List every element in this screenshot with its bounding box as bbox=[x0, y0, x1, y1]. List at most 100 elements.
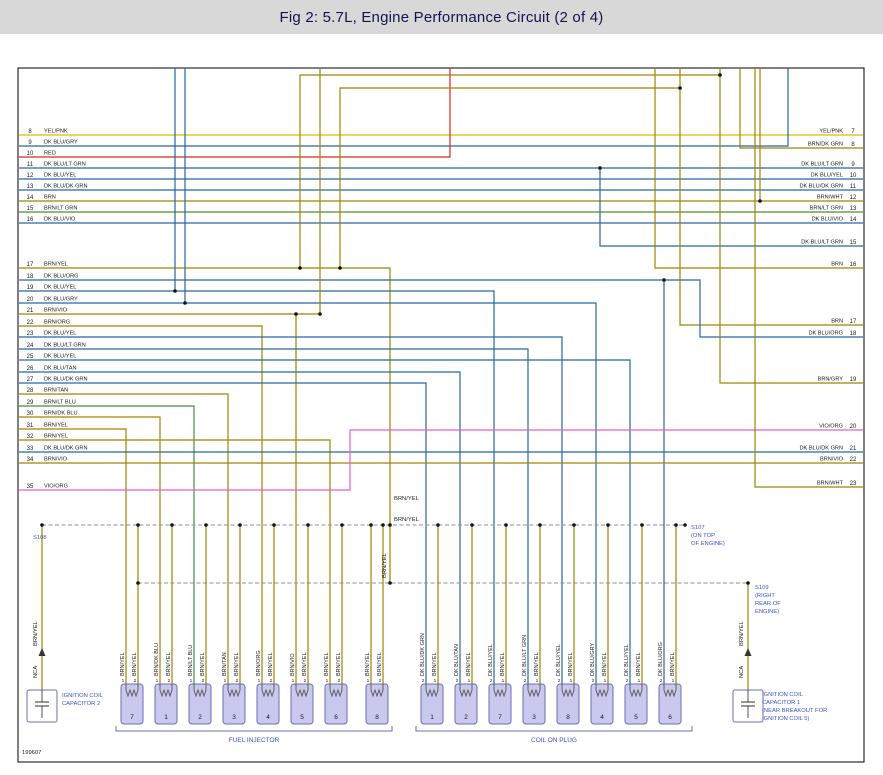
connector-wire-label: BRN/YEL bbox=[365, 652, 371, 676]
connector-coil-on-plug-3 bbox=[522, 683, 546, 725]
left-pin-wire-label: BRN/VIO bbox=[44, 308, 68, 314]
bus-wire-label-2: BRN/YEL bbox=[394, 517, 420, 523]
junction-dot bbox=[678, 86, 682, 90]
connector-number: 4 bbox=[600, 714, 604, 721]
connector-pin-number: 2 bbox=[660, 678, 663, 684]
connector-number: 6 bbox=[668, 714, 672, 721]
right-pin-number: 22 bbox=[850, 457, 857, 463]
connector-wire-label: BRN/YEL bbox=[336, 652, 342, 676]
connector-pin-number: 1 bbox=[570, 678, 573, 684]
connector-number: 4 bbox=[266, 714, 270, 721]
left-pin-wire-label: DK BLU/LT GRN bbox=[44, 162, 86, 168]
connector-wire-label: BRN/ORG bbox=[256, 650, 262, 676]
left-pin-wire-label: DK BLU/YEL bbox=[44, 285, 76, 291]
connector-pin-number: 2 bbox=[236, 678, 239, 684]
group-bracket bbox=[415, 726, 693, 732]
left-pin-wire-label: BRN/LT BLU bbox=[44, 400, 76, 406]
coil-winding-symbol bbox=[159, 684, 173, 698]
coil-winding-symbol bbox=[370, 684, 384, 698]
left-pin-number: 16 bbox=[27, 217, 34, 223]
connector-wire-label: BRN/LT BLU bbox=[188, 645, 194, 676]
direction-arrow-icon bbox=[744, 648, 752, 656]
connector-wire-label: BRN/YEL bbox=[602, 652, 608, 676]
wire-brn-org-22 bbox=[19, 325, 263, 684]
capacitor-label: CAPACITOR 2 bbox=[62, 701, 100, 707]
connector-pin-number: 1 bbox=[156, 678, 159, 684]
connector-number: 5 bbox=[300, 714, 304, 721]
connector-number: 7 bbox=[130, 714, 134, 721]
left-pin-wire-label: DK BLU/LT GRN bbox=[44, 343, 86, 349]
connector-coil-on-plug-1 bbox=[420, 683, 444, 725]
left-pin-wire-label: BRN/ORG bbox=[44, 320, 70, 326]
left-pin-wire-label: BRN/YEL bbox=[44, 262, 68, 268]
wire-brn-yel-31 bbox=[19, 428, 127, 684]
junction-dot bbox=[640, 523, 644, 527]
wire-brn-yel-17 bbox=[19, 267, 391, 583]
left-pin-number: 20 bbox=[27, 297, 34, 303]
connector-number: 6 bbox=[334, 714, 338, 721]
connector-wire-label: BRN/YEL bbox=[120, 652, 126, 676]
right-pin-wire-label: DK BLU/YEL bbox=[811, 173, 843, 179]
left-pin-number: 18 bbox=[27, 274, 34, 280]
connector-wire-label: DK BLU/YEL bbox=[488, 644, 494, 676]
left-pin-number: 32 bbox=[27, 434, 34, 440]
splice-s107-label: S107 bbox=[691, 525, 705, 531]
left-pin-wire-label: VIO/ORG bbox=[44, 484, 68, 490]
left-pin-number: 25 bbox=[27, 354, 34, 360]
junction-dot bbox=[318, 312, 322, 316]
connector-wire-label: BRN/YEL bbox=[432, 652, 438, 676]
connector-fuel-injector-8 bbox=[365, 683, 389, 725]
connector-wire-label: DK BLU/YEL bbox=[556, 644, 562, 676]
right-pin-wire-label: BRN bbox=[831, 262, 843, 268]
junction-dot bbox=[381, 523, 385, 527]
junction-dot bbox=[572, 523, 576, 527]
left-pin-wire-label: BRN/LT GRN bbox=[44, 206, 77, 212]
right-pin-number: 20 bbox=[850, 424, 857, 430]
junction-dot bbox=[718, 73, 722, 77]
wire-brn-wht-r23 bbox=[754, 68, 863, 488]
connector-number: 8 bbox=[566, 714, 570, 721]
left-pin-number: 13 bbox=[27, 184, 34, 190]
connector-coil-on-plug-2 bbox=[454, 683, 478, 725]
connector-wire-label: BRN/YEL bbox=[302, 652, 308, 676]
left-pin-wire-label: YEL/PNK bbox=[44, 129, 68, 135]
right-pin-number: 19 bbox=[850, 377, 857, 383]
coil-winding-symbol bbox=[561, 684, 575, 698]
connector-wire-label: BRN/DK BLU bbox=[154, 643, 160, 676]
diagram-border bbox=[17, 67, 865, 763]
junction-dot bbox=[340, 523, 344, 527]
coil-winding-symbol bbox=[261, 684, 275, 698]
connector-pin-number: 1 bbox=[434, 678, 437, 684]
capacitor-label: IGNITION COIL bbox=[762, 692, 804, 698]
junction-dot bbox=[369, 523, 373, 527]
connector-group-label: COIL ON PLUG bbox=[531, 737, 577, 744]
left-pin-number: 29 bbox=[27, 400, 34, 406]
junction-dot bbox=[294, 312, 298, 316]
junction-dot bbox=[272, 523, 276, 527]
right-pin-wire-label: DK BLU/LT GRN bbox=[801, 162, 843, 168]
left-pin-number: 24 bbox=[27, 343, 34, 349]
connector-fuel-injector-7 bbox=[120, 683, 144, 725]
connector-wire-label: DK BLU/TAN bbox=[454, 644, 460, 676]
left-pin-number: 33 bbox=[27, 446, 34, 452]
left-pin-wire-label: DK BLU/DK GRN bbox=[44, 184, 88, 190]
left-pin-number: 26 bbox=[27, 366, 34, 372]
connector-wire-label: BRN/YEL bbox=[568, 652, 574, 676]
left-pin-number: 9 bbox=[28, 140, 32, 146]
connector-pin-number: 1 bbox=[292, 678, 295, 684]
connector-wire-label: BRN/YEL bbox=[200, 652, 206, 676]
left-pin-wire-label: BRN/DK BLU bbox=[44, 411, 78, 417]
connector-pin-number: 1 bbox=[604, 678, 607, 684]
connector-number: 1 bbox=[430, 714, 434, 721]
left-pin-wire-label: DK BLU/DK GRN bbox=[44, 377, 88, 383]
connector-number: 3 bbox=[532, 714, 536, 721]
splice-s108-label: S108 bbox=[33, 535, 47, 541]
coil-winding-symbol bbox=[329, 684, 343, 698]
diagram-number: 199607 bbox=[22, 750, 41, 756]
left-pin-wire-label: DK BLU/DK GRN bbox=[44, 446, 88, 452]
wire-top-run-1 bbox=[299, 74, 720, 268]
wire-dk-blu-lt-grn-24 bbox=[19, 348, 529, 684]
connector-pin-number: 2 bbox=[422, 678, 425, 684]
capacitor-label: CAPACITOR 1 bbox=[762, 700, 800, 706]
